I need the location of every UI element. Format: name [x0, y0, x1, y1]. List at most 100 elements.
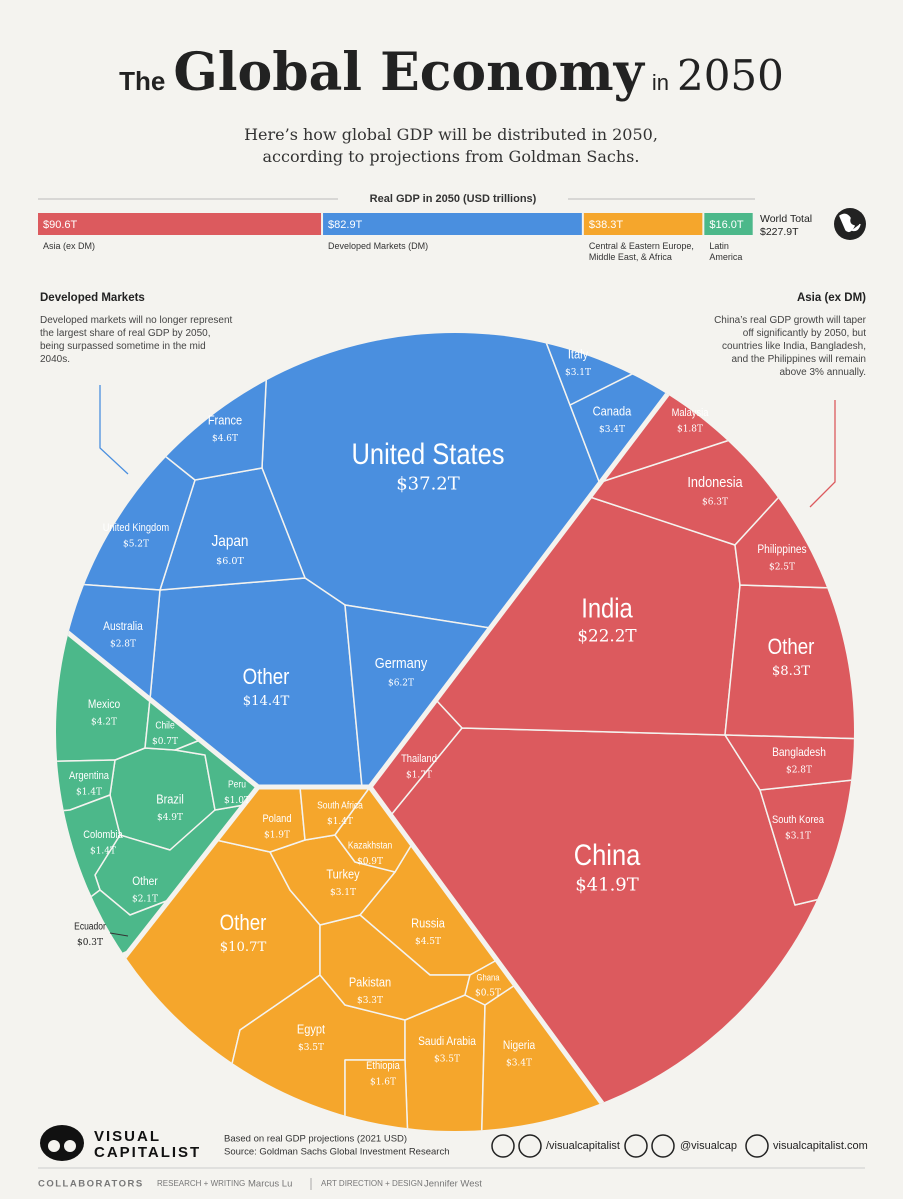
cell-label: Saudi Arabia: [418, 1035, 477, 1048]
cell-value-label: $37.2T: [396, 474, 460, 495]
cell-label: India: [581, 592, 633, 624]
bar-value-label: $38.3T: [589, 219, 624, 231]
social-handle[interactable]: visualcapitalist.com: [773, 1140, 868, 1152]
cell-value-label: $0.3T: [77, 938, 103, 948]
cell-value-label: $1.7T: [406, 771, 432, 781]
cell-value-label: $3.4T: [506, 1058, 532, 1068]
total-value: $227.9T: [760, 226, 799, 238]
bar-category-label: Central & Eastern Europe, Middle East, &…: [588, 241, 694, 262]
cell-value-label: $0.9T: [357, 857, 383, 867]
cell-value-label: $3.1T: [785, 832, 811, 842]
cell-value-label: $1.8T: [677, 425, 703, 435]
cell-value-label: $4.2T: [91, 717, 117, 727]
bar-segment: [38, 213, 322, 235]
cell-value-label: $0.5T: [475, 988, 501, 998]
total-label: World Total: [760, 213, 812, 225]
cell-label: Russia: [411, 916, 445, 931]
logo-text: VISUAL: [94, 1128, 161, 1145]
cell-value-label: $4.5T: [415, 937, 441, 947]
bar-value-label: $90.6T: [43, 219, 78, 231]
cell-label: Italy: [568, 347, 588, 362]
cell-label: Ethiopia: [366, 1060, 400, 1072]
logo-text: CAPITALIST: [94, 1144, 201, 1161]
cell-value-label: $5.2T: [123, 540, 149, 550]
annotation-text: China’s real GDP growth will taper off s…: [714, 315, 866, 378]
cell-value-label: $10.7T: [220, 940, 267, 955]
cell-value-label: $1.6T: [370, 1078, 396, 1088]
cell-label: Egypt: [297, 1022, 326, 1037]
logo-icon: [40, 1125, 84, 1161]
cell-label: China: [574, 838, 641, 871]
cell-label: Indonesia: [687, 473, 742, 490]
cell: [724, 734, 854, 791]
cell-value-label: $1.4T: [90, 847, 116, 857]
cell-label: Argentina: [69, 770, 109, 782]
title-part: Global Economy: [173, 42, 644, 103]
cell-label: South Korea: [772, 814, 824, 826]
cell-label: Ecuador: [74, 921, 106, 932]
role: ART DIRECTION + DESIGN: [321, 1179, 423, 1188]
cell-label: Ghana: [477, 972, 500, 983]
cell-value-label: $41.9T: [575, 875, 639, 896]
cell-label: Germany: [375, 654, 427, 671]
bar-title: Real GDP in 2050 (USD trillions): [370, 193, 537, 205]
cell-label: Peru: [228, 779, 246, 790]
cell-value-label: $3.3T: [357, 996, 383, 1006]
cell-label: Philippines: [757, 543, 807, 556]
cell-value-label: $1.9T: [264, 831, 290, 841]
leader-line: [109, 932, 129, 937]
cell-label: Japan: [211, 533, 248, 550]
bar-segment: [323, 213, 582, 235]
cell-value-label: $3.4T: [599, 425, 625, 435]
leader-line: [809, 400, 836, 508]
cell-label: Australia: [103, 620, 143, 633]
cell-value-label: $1.4T: [327, 817, 353, 827]
social-handle[interactable]: /visualcapitalist: [546, 1140, 620, 1152]
cell-label: Bangladesh: [772, 746, 826, 759]
cell-label: Kazakhstan: [348, 840, 392, 851]
cell-value-label: $3.1T: [565, 368, 591, 378]
social-handle[interactable]: @visualcap: [680, 1140, 737, 1152]
annotation-title: Asia (ex DM): [796, 292, 866, 304]
subtitle: Here’s how global GDP will be distribute…: [244, 125, 658, 166]
cell-value-label: $6.3T: [702, 497, 728, 507]
cell-value-label: $0.7T: [152, 737, 178, 747]
title-part: in: [651, 70, 669, 95]
bar-category-label: Latin America: [709, 241, 743, 262]
cell-value-label: $22.2T: [577, 626, 637, 646]
cell-label: United Kingdom: [103, 522, 169, 534]
cell-value-label: $2.8T: [786, 765, 812, 775]
cell-label: Turkey: [326, 867, 359, 882]
leader-line: [99, 385, 129, 475]
bar-segment: [583, 213, 703, 235]
cell-value-label: $14.4T: [243, 694, 290, 709]
bar-segment: [704, 213, 753, 235]
cell-label: Pakistan: [349, 975, 391, 990]
cell-value-label: $6.2T: [388, 678, 414, 688]
cell-value-label: $4.6T: [212, 434, 238, 444]
cell: [724, 584, 854, 741]
cell-label: Other: [768, 635, 815, 659]
cell-value-label: $8.3T: [772, 664, 810, 679]
name: Marcus Lu: [248, 1179, 292, 1190]
cell-value-label: $3.5T: [434, 1054, 460, 1064]
cell-label: France: [208, 413, 243, 428]
globe-icon: [834, 208, 866, 240]
bar-category-label: Developed Markets (DM): [328, 241, 429, 251]
bar-value-label: $16.0T: [709, 219, 744, 231]
bar-category-label: Asia (ex DM): [43, 241, 96, 251]
cell-label: Nigeria: [503, 1039, 536, 1052]
cell-label: United States: [351, 437, 504, 470]
cell-label: South Africa: [317, 800, 364, 811]
cell-value-label: $1.0T: [224, 796, 250, 806]
social-icons: [491, 1134, 769, 1158]
annotation-text: Developed markets will no longer represe…: [40, 315, 233, 365]
cell-label: Other: [243, 665, 290, 689]
cell-value-label: $3.5T: [298, 1043, 324, 1053]
cell-value-label: $4.9T: [157, 813, 183, 823]
cell-label: Brazil: [156, 792, 184, 807]
title-part: 2050: [676, 51, 784, 100]
collaborators-label: COLLABORATORS: [38, 1179, 144, 1190]
